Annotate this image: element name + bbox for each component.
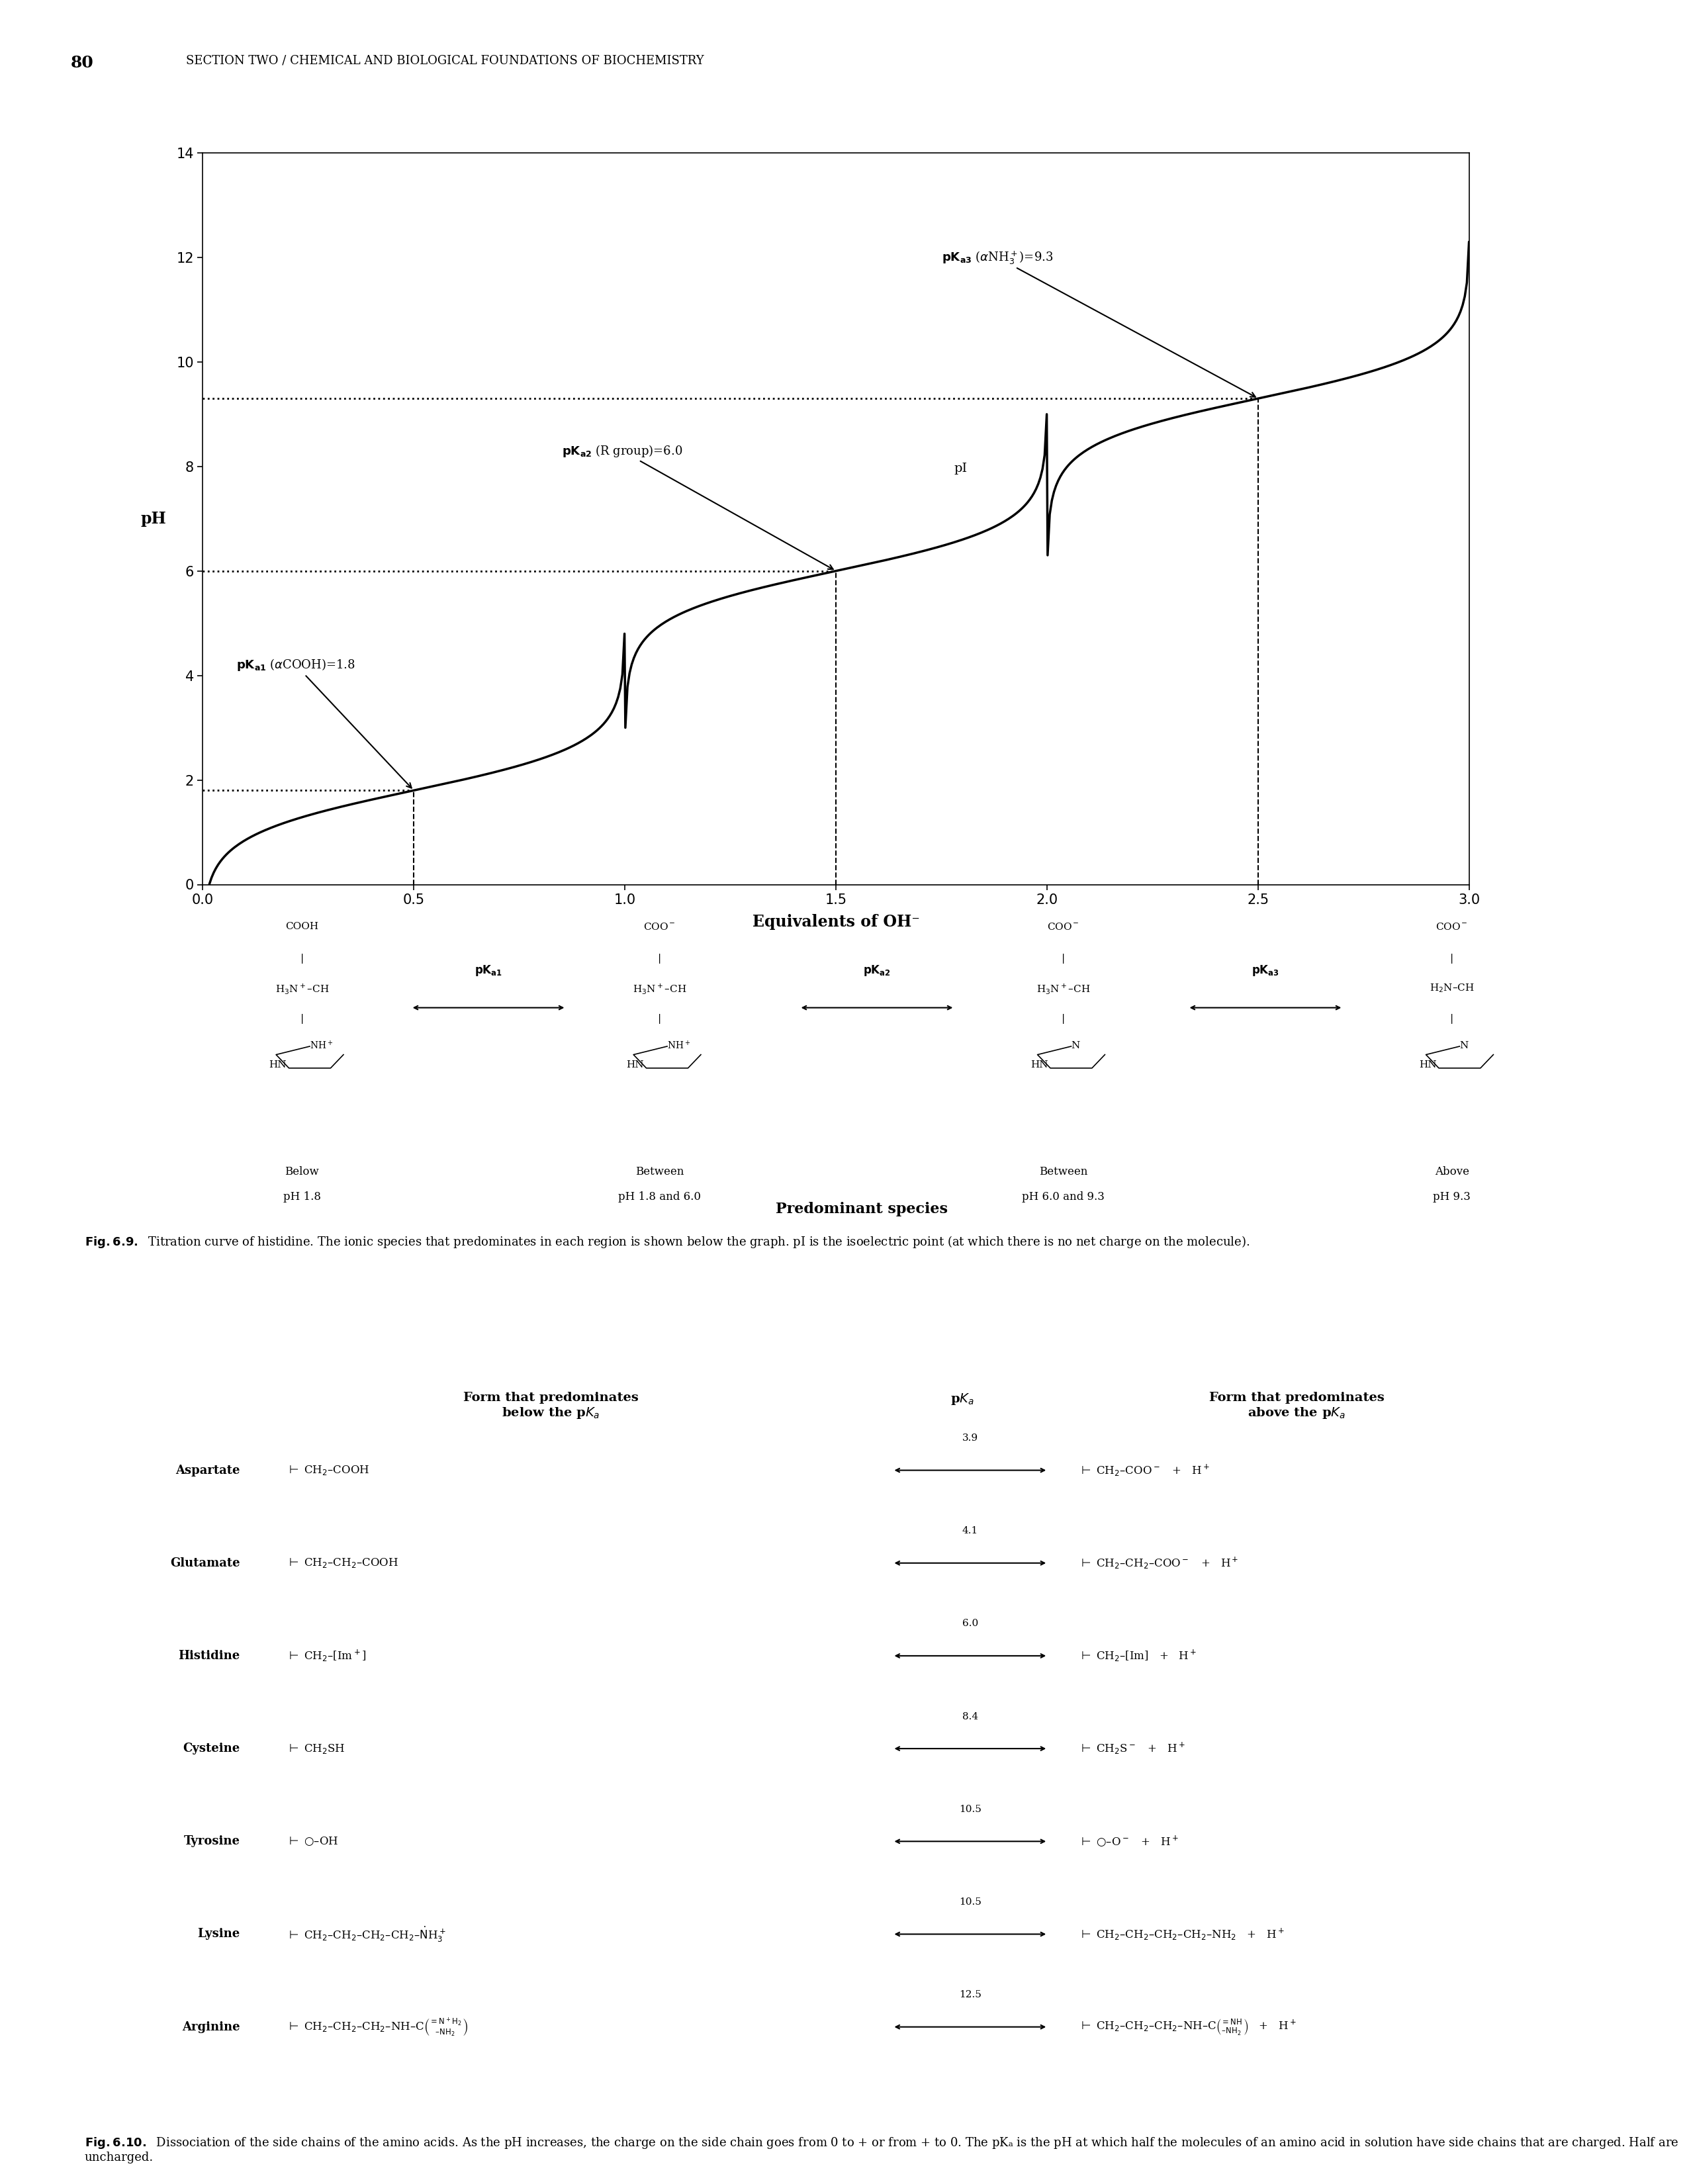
Text: $\vdash$ CH$_2$–CH$_2$–CH$_2$–CH$_2$–$\mathrm{\dot{N}}$H$_3^+$: $\vdash$ CH$_2$–CH$_2$–CH$_2$–CH$_2$–$\m… bbox=[287, 1924, 446, 1944]
Text: $\vdash$ CH$_2$–[Im]   +   H$^+$: $\vdash$ CH$_2$–[Im] + H$^+$ bbox=[1079, 1649, 1198, 1664]
Text: $\mathbf{pK_{a3}}$ ($\alpha$NH$_3^+$)=9.3: $\mathbf{pK_{a3}}$ ($\alpha$NH$_3^+$)=9.… bbox=[941, 249, 1255, 397]
Text: COO$^-$: COO$^-$ bbox=[1047, 922, 1079, 933]
Text: N: N bbox=[1459, 1042, 1468, 1051]
Text: $\vdash$ $\bigcirc$–O$^-$   +   H$^+$: $\vdash$ $\bigcirc$–O$^-$ + H$^+$ bbox=[1079, 1835, 1179, 1848]
Text: $\vdash$ CH$_2$–CH$_2$–CH$_2$–NH–C$\binom{=\mathrm{N^+H_2}}{–\mathrm{NH_2}}$: $\vdash$ CH$_2$–CH$_2$–CH$_2$–NH–C$\bino… bbox=[287, 2016, 468, 2038]
Text: SECTION TWO / CHEMICAL AND BIOLOGICAL FOUNDATIONS OF BIOCHEMISTRY: SECTION TWO / CHEMICAL AND BIOLOGICAL FO… bbox=[186, 55, 704, 66]
Text: 4.1: 4.1 bbox=[963, 1527, 978, 1535]
Text: $\mathbf{Fig. 6.9.}$  Titration curve of histidine. The ionic species that predo: $\mathbf{Fig. 6.9.}$ Titration curve of … bbox=[84, 1234, 1250, 1249]
Text: NH$^+$: NH$^+$ bbox=[667, 1040, 691, 1051]
Text: Cysteine: Cysteine bbox=[182, 1743, 240, 1754]
Text: Form that predominates
below the p$K_a$: Form that predominates below the p$K_a$ bbox=[463, 1391, 638, 1420]
Text: pH 6.0 and 9.3: pH 6.0 and 9.3 bbox=[1022, 1192, 1105, 1203]
Text: Tyrosine: Tyrosine bbox=[184, 1835, 240, 1848]
Text: Between: Between bbox=[1039, 1166, 1088, 1177]
Text: pI: pI bbox=[954, 463, 968, 474]
Text: $\mathbf{pK_{a2}}$ (R group)=6.0: $\mathbf{pK_{a2}}$ (R group)=6.0 bbox=[561, 443, 833, 570]
Text: |: | bbox=[301, 954, 304, 963]
Text: H$_2$N–CH: H$_2$N–CH bbox=[1429, 983, 1474, 994]
Text: Aspartate: Aspartate bbox=[176, 1463, 240, 1476]
Text: NH$^+$: NH$^+$ bbox=[309, 1040, 333, 1051]
Text: 12.5: 12.5 bbox=[959, 1990, 981, 1998]
Text: 80: 80 bbox=[71, 55, 95, 70]
Text: Arginine: Arginine bbox=[182, 2020, 240, 2033]
Text: Below: Below bbox=[285, 1166, 319, 1177]
Text: $\mathbf{pK_{a1}}$: $\mathbf{pK_{a1}}$ bbox=[475, 963, 502, 976]
Text: COO$^-$: COO$^-$ bbox=[1436, 922, 1468, 933]
Text: 8.4: 8.4 bbox=[963, 1712, 978, 1721]
Text: $\vdash$ $\bigcirc$–OH: $\vdash$ $\bigcirc$–OH bbox=[287, 1835, 338, 1848]
Text: 10.5: 10.5 bbox=[959, 1804, 981, 1815]
Text: $\vdash$ CH$_2$–CH$_2$–CH$_2$–NH–C$\binom{=\mathrm{NH}}{–\mathrm{NH_2}}$   +   H: $\vdash$ CH$_2$–CH$_2$–CH$_2$–NH–C$\bino… bbox=[1079, 2018, 1297, 2035]
Text: H$_3$N$^+$–CH: H$_3$N$^+$–CH bbox=[275, 983, 329, 996]
Text: 6.0: 6.0 bbox=[963, 1618, 978, 1629]
Text: $\vdash$ CH$_2$–CH$_2$–CH$_2$–CH$_2$–NH$_2$   +   H$^+$: $\vdash$ CH$_2$–CH$_2$–CH$_2$–CH$_2$–NH$… bbox=[1079, 1926, 1285, 1942]
Text: Above: Above bbox=[1434, 1166, 1469, 1177]
Text: pH 1.8 and 6.0: pH 1.8 and 6.0 bbox=[618, 1192, 701, 1203]
Text: |: | bbox=[1062, 954, 1066, 963]
Text: COO$^-$: COO$^-$ bbox=[644, 922, 676, 933]
Text: 10.5: 10.5 bbox=[959, 1898, 981, 1907]
Text: |: | bbox=[1062, 1013, 1066, 1024]
Text: Histidine: Histidine bbox=[177, 1649, 240, 1662]
Text: |: | bbox=[657, 1013, 660, 1024]
Text: $\vdash$ CH$_2$–CH$_2$–COO$^-$   +   H$^+$: $\vdash$ CH$_2$–CH$_2$–COO$^-$ + H$^+$ bbox=[1079, 1555, 1238, 1570]
Text: HN: HN bbox=[1419, 1059, 1436, 1070]
Text: Lysine: Lysine bbox=[198, 1928, 240, 1939]
Text: HN: HN bbox=[627, 1059, 644, 1070]
Text: $\mathbf{pK_{a1}}$ ($\alpha$COOH)=1.8: $\mathbf{pK_{a1}}$ ($\alpha$COOH)=1.8 bbox=[236, 657, 412, 788]
Text: pH 1.8: pH 1.8 bbox=[284, 1192, 321, 1203]
Text: $\vdash$ CH$_2$–COO$^-$   +   H$^+$: $\vdash$ CH$_2$–COO$^-$ + H$^+$ bbox=[1079, 1463, 1209, 1479]
Text: N: N bbox=[1071, 1042, 1079, 1051]
Text: $\vdash$ CH$_2$–CH$_2$–COOH: $\vdash$ CH$_2$–CH$_2$–COOH bbox=[287, 1557, 399, 1570]
Text: 3.9: 3.9 bbox=[963, 1433, 978, 1444]
Text: $\vdash$ CH$_2$–[Im$^+$]: $\vdash$ CH$_2$–[Im$^+$] bbox=[287, 1649, 367, 1664]
Text: Between: Between bbox=[635, 1166, 684, 1177]
Y-axis label: pH: pH bbox=[140, 511, 166, 526]
Text: HN: HN bbox=[269, 1059, 287, 1070]
Text: |: | bbox=[657, 954, 660, 963]
Text: $\mathbf{pK_{a3}}$: $\mathbf{pK_{a3}}$ bbox=[1252, 963, 1279, 976]
Text: Form that predominates
above the p$K_a$: Form that predominates above the p$K_a$ bbox=[1209, 1391, 1383, 1420]
Text: HN: HN bbox=[1030, 1059, 1047, 1070]
Text: $\vdash$ CH$_2$S$^-$   +   H$^+$: $\vdash$ CH$_2$S$^-$ + H$^+$ bbox=[1079, 1741, 1186, 1756]
Text: |: | bbox=[301, 1013, 304, 1024]
Text: H$_3$N$^+$–CH: H$_3$N$^+$–CH bbox=[1037, 983, 1091, 996]
Text: Predominant species: Predominant species bbox=[775, 1201, 948, 1216]
X-axis label: Equivalents of OH⁻: Equivalents of OH⁻ bbox=[752, 913, 921, 930]
Text: |: | bbox=[1451, 1013, 1454, 1024]
Text: Glutamate: Glutamate bbox=[171, 1557, 240, 1568]
Text: p$K_a$: p$K_a$ bbox=[951, 1391, 975, 1406]
Text: $\vdash$ CH$_2$–COOH: $\vdash$ CH$_2$–COOH bbox=[287, 1463, 370, 1476]
Text: |: | bbox=[1451, 954, 1454, 963]
Text: $\mathbf{pK_{a2}}$: $\mathbf{pK_{a2}}$ bbox=[863, 963, 890, 976]
Text: $\vdash$ CH$_2$SH: $\vdash$ CH$_2$SH bbox=[287, 1743, 345, 1756]
Text: H$_3$N$^+$–CH: H$_3$N$^+$–CH bbox=[632, 983, 686, 996]
Text: pH 9.3: pH 9.3 bbox=[1432, 1192, 1471, 1203]
Text: COOH: COOH bbox=[285, 922, 319, 930]
Text: $\mathbf{Fig. 6.10.}$  Dissociation of the side chains of the amino acids. As th: $\mathbf{Fig. 6.10.}$ Dissociation of th… bbox=[84, 2136, 1679, 2164]
